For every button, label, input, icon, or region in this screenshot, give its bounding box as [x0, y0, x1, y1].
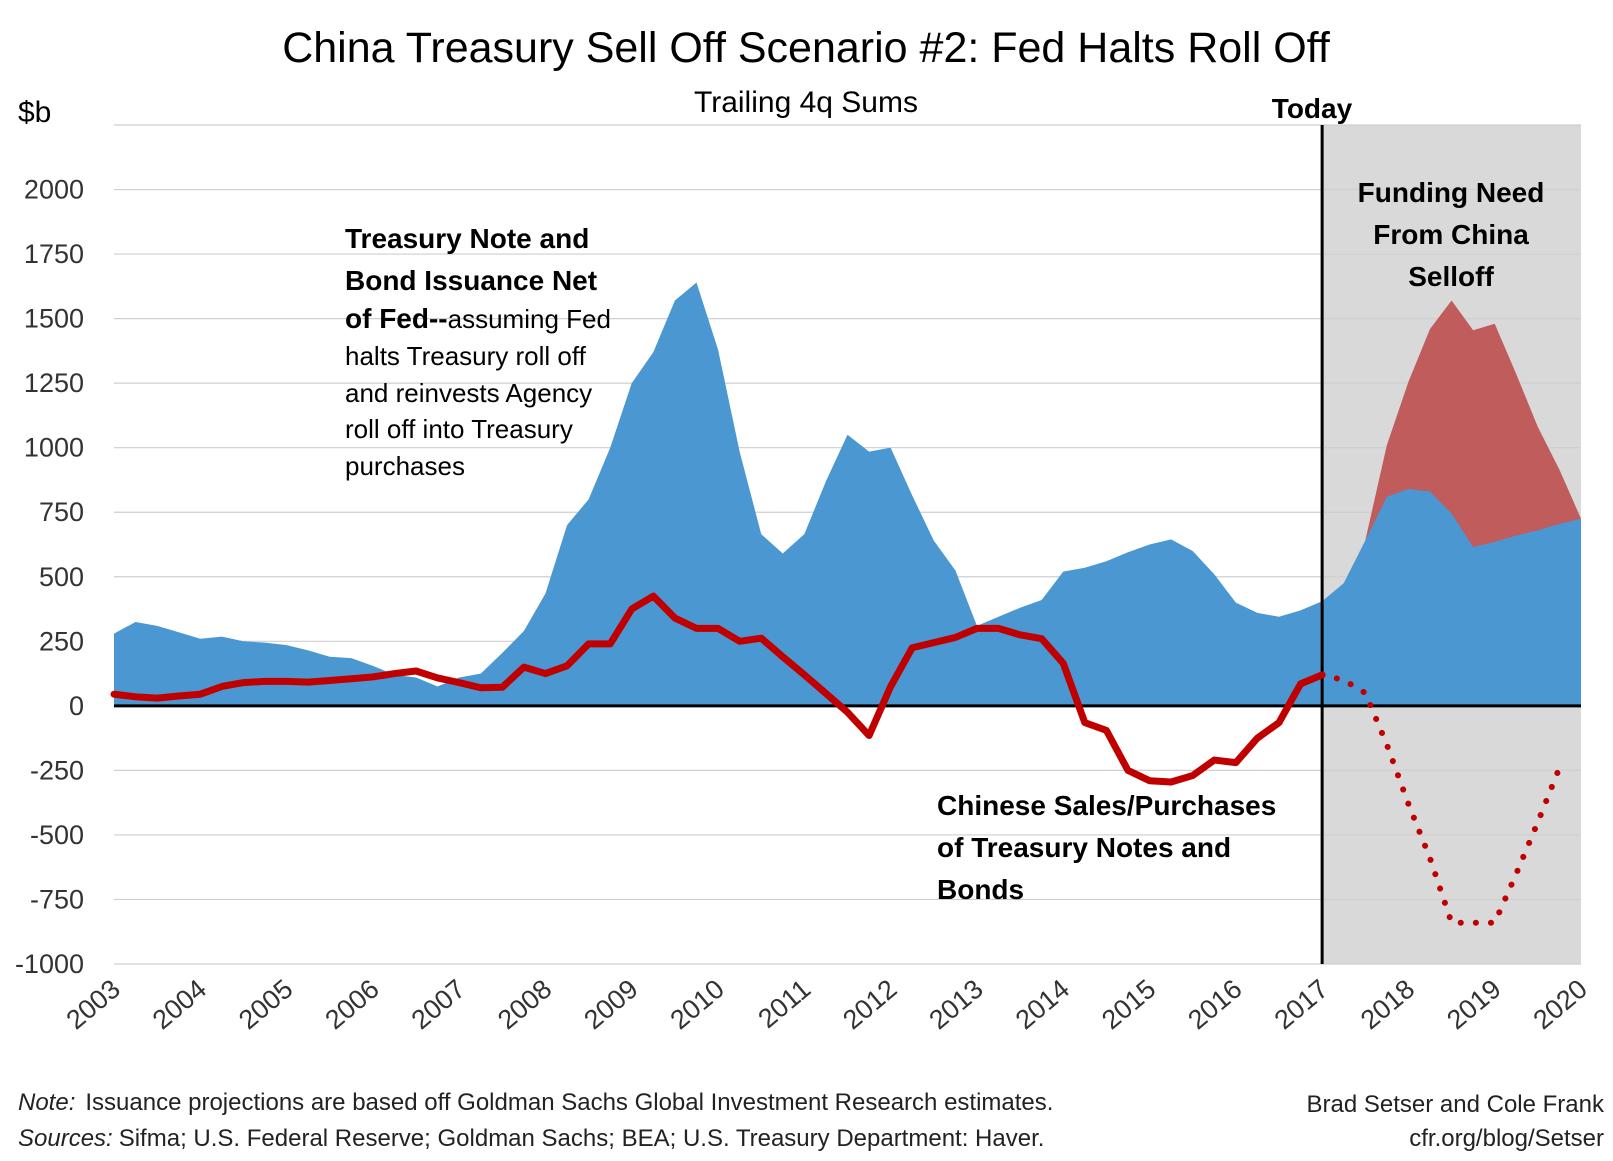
footer-sources-label: Sources:	[18, 1125, 113, 1152]
issuance-annotation-normal-part: assuming Fed	[448, 304, 611, 334]
y-tick-label: 250	[39, 626, 84, 656]
x-tick-label: 2017	[1269, 974, 1334, 1036]
funding-annotation-line-1: Funding Need	[1358, 177, 1545, 208]
issuance-annotation-line-5: and reinvests Agency	[345, 378, 592, 408]
y-tick-label: 0	[69, 691, 84, 721]
y-tick-label: 500	[39, 562, 84, 592]
x-tick-label: 2005	[233, 974, 298, 1036]
area-series-layer	[114, 282, 1581, 706]
issuance-annotation-line-2: Bond Issuance Net	[345, 265, 597, 296]
today-label: Today	[1272, 93, 1353, 124]
issuance-annotation-bold-part: of Fed--	[345, 303, 448, 334]
x-tick-label: 2003	[61, 974, 126, 1036]
y-tick-label: 1750	[24, 239, 84, 269]
issuance-annotation-line-4: halts Treasury roll off	[345, 341, 587, 371]
chart-title: China Treasury Sell Off Scenario #2: Fed…	[282, 24, 1331, 72]
footer-note-text: Issuance projections are based off Goldm…	[85, 1089, 1053, 1116]
axes	[114, 125, 1581, 964]
x-tick-label: 2008	[492, 974, 557, 1036]
x-tick-label: 2014	[1010, 974, 1075, 1036]
x-tick-label: 2015	[1096, 974, 1161, 1036]
chinese-purchases-line	[110, 592, 1326, 786]
x-tick-label: 2011	[752, 974, 816, 1034]
gridlines	[114, 124, 1581, 965]
footer-note: Note: Issuance projections are based off …	[18, 1089, 1053, 1116]
y-tick-label: -500	[30, 820, 84, 850]
x-tick-labels: 2003 2004 2005 2006 2007 2008 2009 2010 2011 2012…	[61, 974, 1593, 1036]
y-tick-label: -1000	[15, 949, 84, 979]
x-tick-label: 2019	[1441, 974, 1506, 1036]
y-tick-label: 1000	[24, 433, 84, 463]
issuance-annotation-line-1: Treasury Note and	[345, 223, 589, 254]
x-tick-label: 2013	[923, 974, 988, 1036]
funding-annotation-line-3: Selloff	[1408, 261, 1494, 292]
x-tick-label: 2010	[665, 974, 730, 1036]
footer-author: Brad Setser and Cole Frank	[1307, 1091, 1605, 1118]
footer-note-label: Note:	[18, 1089, 75, 1116]
chart-subtitle: Trailing 4q Sums	[694, 86, 918, 119]
y-tick-label: 750	[39, 497, 84, 527]
x-tick-label: 2009	[578, 974, 643, 1036]
x-tick-label: 2006	[319, 974, 384, 1036]
funding-annotation-line-2: From China	[1373, 219, 1529, 250]
issuance-annotation-line-3: of Fed--assuming Fed	[345, 303, 611, 334]
y-tick-label: 1500	[24, 304, 84, 334]
x-tick-label: 2016	[1182, 974, 1247, 1036]
y-tick-labels: 2000 1750 1500 1250 1000 750 500 250 0 -250 -500 -7…	[15, 175, 84, 979]
x-tick-label: 2018	[1355, 974, 1420, 1036]
issuance-annotation-line-7: purchases	[345, 451, 465, 481]
chinese-annotation-line-1: Chinese Sales/Purchases	[937, 790, 1276, 821]
footer-sources-text: Sifma; U.S. Federal Reserve; Goldman Sac…	[119, 1125, 1045, 1152]
chinese-annotation-line-2: of Treasury Notes and	[937, 832, 1231, 863]
x-tick-label: 2007	[406, 974, 471, 1036]
issuance-annotation-line-6: roll off into Treasury	[345, 414, 573, 444]
footer-sources: Sources: Sifma; U.S. Federal Reserve; Gol…	[18, 1125, 1044, 1152]
y-tick-label: -750	[30, 884, 84, 914]
chinese-purchases-projection-line	[1319, 671, 1563, 926]
y-tick-label: 2000	[24, 175, 84, 205]
y-tick-label: -250	[30, 755, 84, 785]
chinese-annotation-line-3: Bonds	[937, 874, 1024, 905]
line-series-layer	[110, 592, 1563, 926]
y-axis-label: $b	[18, 96, 51, 129]
y-tick-label: 1250	[24, 368, 84, 398]
footer-url: cfr.org/blog/Setser	[1409, 1125, 1604, 1152]
treasury-note-and-bond-issuance-net-of-fed-area	[114, 282, 1581, 706]
x-tick-label: 2020	[1528, 974, 1593, 1036]
x-tick-label: 2004	[147, 974, 212, 1036]
x-tick-label: 2012	[837, 974, 902, 1036]
